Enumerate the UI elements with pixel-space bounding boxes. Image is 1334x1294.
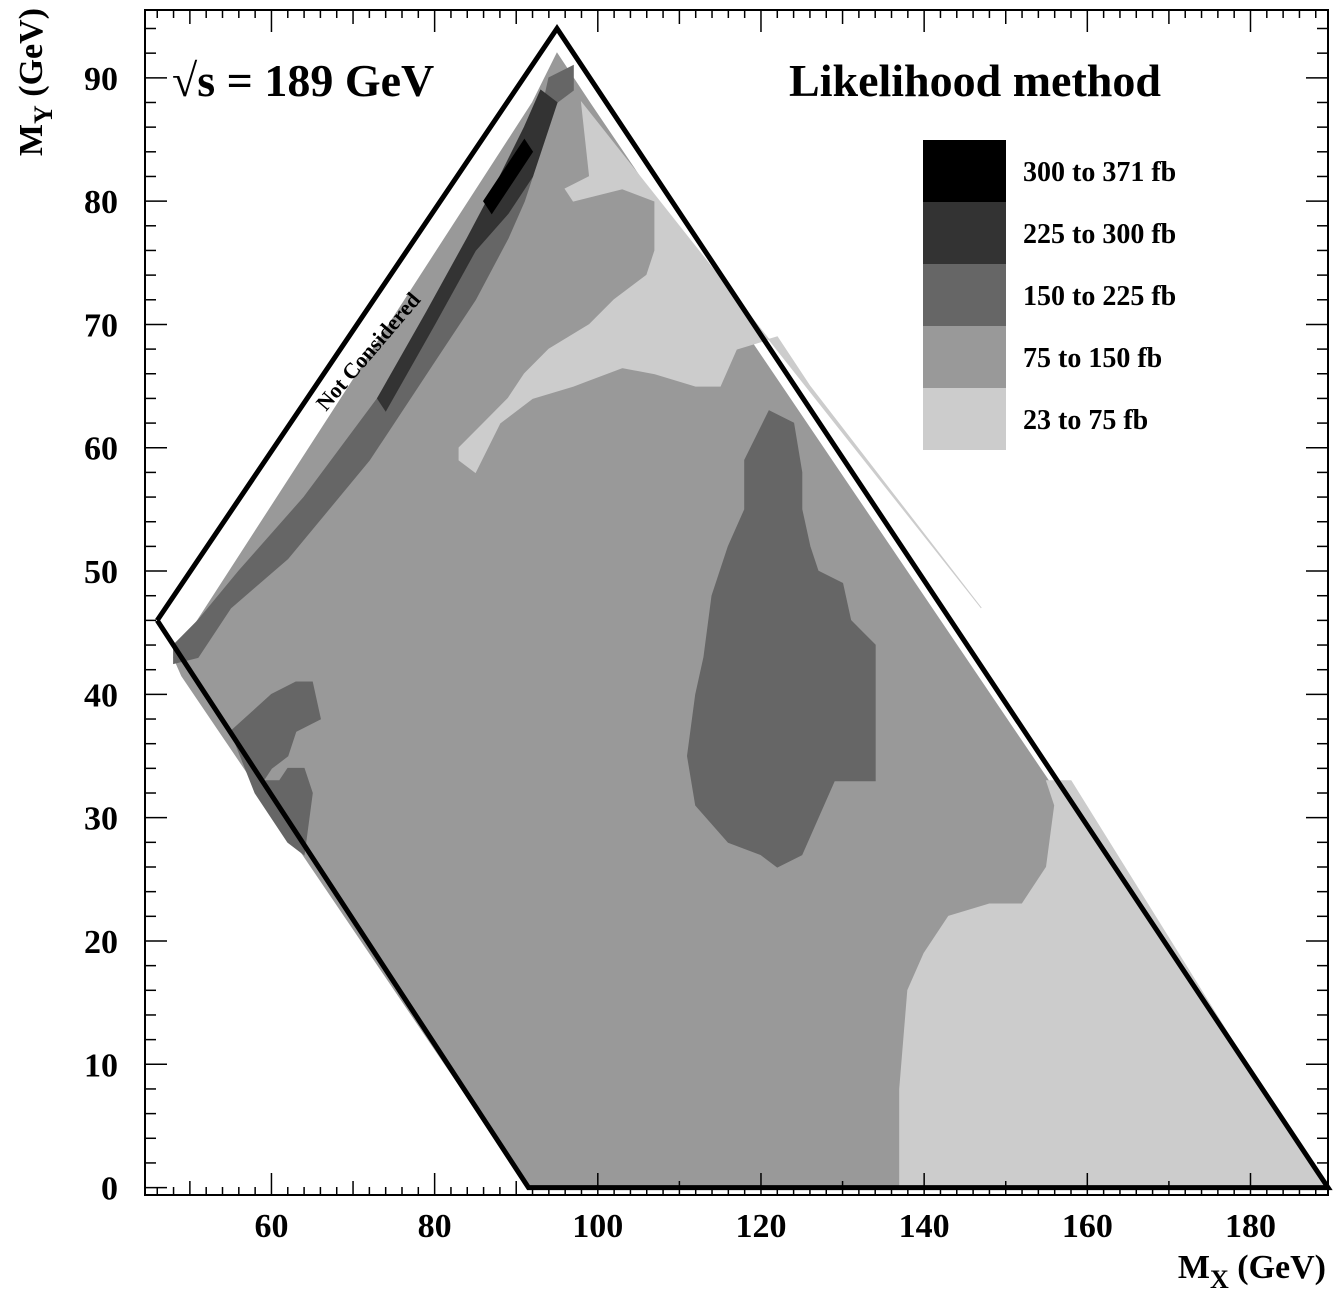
chart-title: Likelihood method (789, 55, 1161, 106)
region-1 (458, 100, 982, 609)
legend-label: 225 to 300 fb (1023, 219, 1176, 250)
frame-rect (144, 9, 1329, 1196)
y-tick-label: 90 (84, 61, 118, 98)
x-tick-label: 120 (735, 1208, 786, 1245)
legend-swatch (923, 202, 1006, 264)
y-tick-label: 40 (84, 677, 118, 714)
x-tick-label: 100 (572, 1208, 623, 1245)
y-axis-title-sub: Y (29, 105, 58, 124)
legend-label: 23 to 75 fb (1023, 405, 1148, 436)
region-3 (173, 64, 574, 665)
energy-label: √s = 189 GeV (172, 55, 434, 106)
x-axis-title: MX (GeV) (1178, 1249, 1326, 1294)
axis-tick-labels: 60 80 100 120 140 160 180 0 10 20 30 40 50 60 70 80 90 (84, 61, 1276, 1245)
plot-frame (144, 9, 1329, 1196)
heatmap-regions (173, 52, 1325, 1189)
y-tick-label: 80 (84, 184, 118, 221)
y-axis-title: MY (GeV) (13, 8, 58, 156)
y-tick-label: 10 (84, 1047, 118, 1084)
region-5 (483, 138, 534, 215)
y-tick-label: 50 (84, 554, 118, 591)
x-tick-label: 140 (899, 1208, 950, 1245)
legend: 300 to 371 fb 225 to 300 fb 150 to 225 fb 7… (923, 140, 1176, 450)
x-tick-label: 60 (254, 1208, 288, 1245)
legend-swatch (923, 264, 1006, 326)
x-axis-title-unit: (GeV) (1229, 1249, 1326, 1286)
y-tick-label: 70 (84, 307, 118, 344)
x-axis-title-main: M (1178, 1249, 1210, 1286)
legend-swatch (923, 140, 1006, 202)
y-tick-label: 30 (84, 801, 118, 838)
y-axis-title-group: MY (GeV) (13, 8, 58, 156)
legend-label: 300 to 371 fb (1023, 157, 1176, 188)
legend-label: 75 to 150 fb (1023, 343, 1162, 374)
y-tick-label: 60 (84, 431, 118, 468)
legend-label: 150 to 225 fb (1023, 281, 1176, 312)
y-axis-title-unit: (GeV) (13, 8, 50, 105)
x-axis-title-sub: X (1210, 1265, 1229, 1294)
y-tick-label: 20 (84, 924, 118, 961)
region-2 (899, 780, 1325, 1189)
x-tick-label: 180 (1225, 1208, 1276, 1245)
x-tick-label: 80 (418, 1208, 452, 1245)
region-6 (686, 410, 876, 868)
y-tick-label: 0 (101, 1171, 118, 1208)
x-tick-label: 160 (1062, 1208, 1113, 1245)
legend-swatch (923, 388, 1006, 450)
axis-ticks (145, 10, 1328, 1195)
y-axis-title-main: M (13, 124, 50, 156)
legend-swatch (923, 326, 1006, 388)
